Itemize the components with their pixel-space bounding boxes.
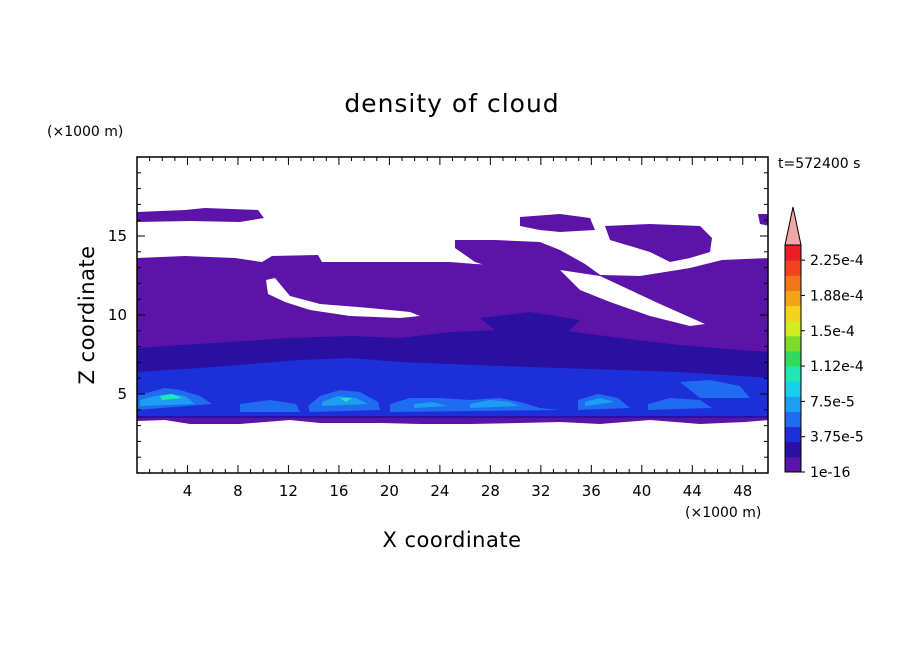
x-tick-label: 28 [481,482,500,500]
colorbar-label: 1.88e-4 [810,288,864,304]
x-tick-label: 44 [683,482,702,500]
colorbar-label: 2.25e-4 [810,253,864,269]
x-tick-label: 24 [430,482,449,500]
x-tick-label: 32 [531,482,550,500]
x-tick-label: 8 [233,482,243,500]
colorbar-swatch [785,426,801,443]
x-tick-label: 20 [380,482,399,500]
time-label: t=572400 s [778,156,860,172]
colorbar-extend-triangle [784,206,802,246]
clear-gap-right [560,270,705,326]
x-axis-title: X coordinate [382,528,521,552]
colorbar-label: 1e-16 [810,465,850,481]
colorbar-swatch [785,441,801,458]
cloud-core-cyan [140,394,615,408]
colorbar-swatch [785,305,801,322]
cloud-streak-right-band [605,224,712,262]
clear-lower-band [137,424,768,473]
colorbar-swatch [785,260,801,276]
colorbar-swatch [785,411,801,428]
colorbar-swatch [785,245,801,261]
colorbar-label: 1.5e-4 [810,324,855,340]
colorbar-label: 7.5e-5 [810,394,855,410]
x-tick-label: 36 [582,482,601,500]
colorbar-swatch [785,335,801,352]
contour-field [137,208,768,473]
x-tick-label: 4 [183,482,193,500]
colorbar-swatch [785,290,801,307]
clear-gap-left [266,278,420,318]
cloud-streak-edge [758,214,768,226]
y-axis-title: Z coordinate [75,245,99,384]
colorbar-swatch [785,396,801,412]
x-axis-unit: (×1000 m) [685,505,761,521]
cloud-streak-top-left [137,208,264,222]
chart-title: density of cloud [344,89,559,118]
colorbar-swatch [785,381,801,397]
x-axis-ticks: 4 8 12 16 20 24 28 32 36 40 44 48 [149,157,756,500]
y-axis-ticks: 5 10 15 [108,172,768,458]
cloud-streak-upper-right [520,214,595,232]
x-tick-label: 16 [329,482,348,500]
colorbar-swatch [785,350,801,367]
y-tick-label: 10 [108,306,127,324]
x-tick-label: 12 [279,482,298,500]
y-tick-label: 15 [108,227,127,245]
colorbar-label: 1.12e-4 [810,359,864,375]
x-tick-label: 40 [632,482,651,500]
colorbar-swatch [785,456,801,473]
colorbar: 1e-16 3.75e-5 7.5e-5 1.12e-4 1.5e-4 1.88e-4 2.… [784,206,864,481]
y-axis-unit: (×1000 m) [47,124,123,140]
colorbar-swatch [785,275,801,291]
colorbar-swatch [785,320,801,337]
y-tick-label: 5 [117,385,127,403]
colorbar-label: 3.75e-5 [810,430,864,446]
cloud-band-dark-top [480,312,580,342]
colorbar-swatch [785,366,801,382]
x-tick-label: 48 [733,482,752,500]
